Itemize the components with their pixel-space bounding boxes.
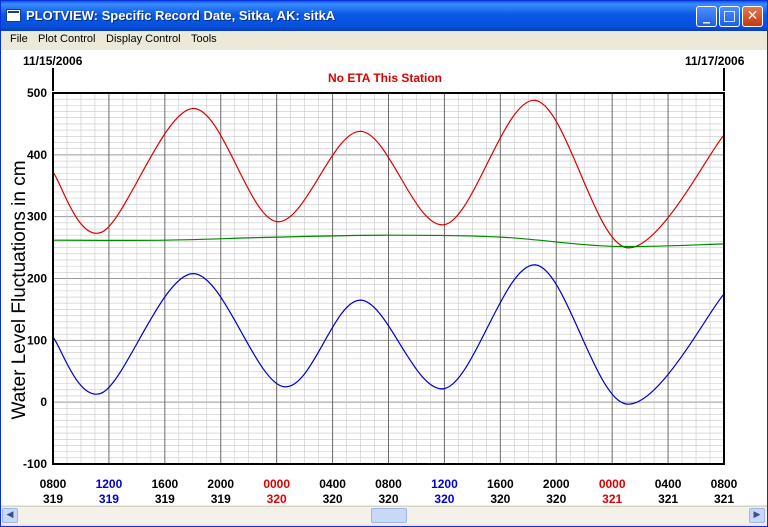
plot-frame [52,92,725,465]
plot-area[interactable]: 11/15/2006 11/17/2006 No ETA This Statio… [1,50,767,506]
series-point-3 [443,387,446,390]
x-tick-time: 1600 [151,477,178,491]
series-point-3 [534,264,536,266]
end-date-label: 11/17/2006 [685,54,745,68]
close-button[interactable]: ✕ [742,6,763,27]
x-tick-day: 320 [323,492,343,505]
y-tick-label: 300 [27,210,47,224]
scroll-left-icon[interactable]: ◀ [2,508,18,523]
grid [52,92,725,465]
series-point-3 [359,299,362,301]
y-tick-label: 500 [27,86,47,100]
y-tick-label: 100 [27,333,47,347]
series-point-3 [625,403,627,405]
series-group [52,99,725,405]
series-point-1 [534,99,536,102]
x-tick-time: 0000 [263,477,290,491]
series-point-1 [625,246,627,249]
series-point-2 [611,245,613,247]
x-tick-day: 321 [602,492,622,505]
y-tick-label: 400 [27,148,47,162]
x-tick-time: 1200 [96,477,123,491]
y-tick-labels: -100 0 100 200 300 400 500 [23,86,47,471]
x-tick-time: 0400 [319,477,346,491]
series-line-3 [52,264,725,405]
window-title: PLOTVIEW: Specific Record Date, Sitka, A… [26,8,336,23]
series-point-1 [192,107,194,110]
horizontal-scrollbar[interactable]: ◀ ▶ [1,506,767,524]
series-point-1 [276,221,278,223]
x-tick-day: 319 [43,492,63,505]
menu-plot-control[interactable]: Plot Control [38,33,96,45]
x-tick-time: 0400 [655,477,682,491]
scroll-right-icon[interactable]: ▶ [749,508,765,523]
x-tick-time: 0800 [711,477,738,491]
title-bar[interactable]: PLOTVIEW: Specific Record Date, Sitka, A… [1,1,767,31]
menu-bar: File Plot Control Display Control Tools [1,31,767,50]
menu-display-control[interactable]: Display Control [106,33,181,45]
maximize-button[interactable]: □ [719,6,740,27]
y-axis-label: Water Level Fluctuations in cm [9,160,30,419]
y-tick-label: 0 [40,395,47,409]
series-point-1 [101,231,103,233]
x-tick-time: 0800 [375,477,402,491]
app-window-icon[interactable] [6,9,21,22]
series-point-2 [499,236,501,238]
series-point-3 [192,272,194,275]
x-tick-day: 320 [378,492,398,505]
x-tick-day: 319 [99,492,119,505]
series-line-1 [52,99,725,249]
start-date-label: 11/15/2006 [23,54,83,68]
station-status-text: No ETA This Station [328,71,442,85]
series-point-2 [164,239,166,241]
x-tick-time: 0800 [40,477,67,491]
x-tick-time: 1200 [431,477,458,491]
x-tick-day: 321 [658,492,678,505]
x-tick-time: 2000 [207,477,234,491]
x-tick-labels: 0800319120031916003192000319000032004003… [40,477,738,506]
x-tick-day: 321 [714,492,734,505]
x-tick-day: 320 [546,492,566,505]
x-tick-day: 320 [267,492,287,505]
x-tick-day: 320 [490,492,510,505]
x-tick-day: 319 [155,492,175,505]
x-tick-day: 319 [211,492,231,505]
x-tick-time: 1600 [487,477,514,491]
menu-file[interactable]: File [10,33,28,45]
y-tick-label: 200 [27,272,47,286]
series-point-1 [359,130,362,132]
series-point-1 [443,224,446,226]
scroll-thumb[interactable] [371,508,407,523]
series-point-2 [387,234,390,236]
series-point-3 [101,392,103,394]
minimize-button[interactable]: _ [696,6,717,27]
menu-tools[interactable]: Tools [191,33,217,45]
series-point-2 [276,236,278,238]
x-tick-time: 2000 [543,477,570,491]
plot-canvas[interactable]: 11/15/2006 11/17/2006 No ETA This Statio… [1,50,767,506]
x-tick-day: 320 [434,492,454,505]
series-point-3 [283,386,285,388]
x-tick-time: 0000 [599,477,626,491]
y-tick-label: -100 [23,457,47,471]
